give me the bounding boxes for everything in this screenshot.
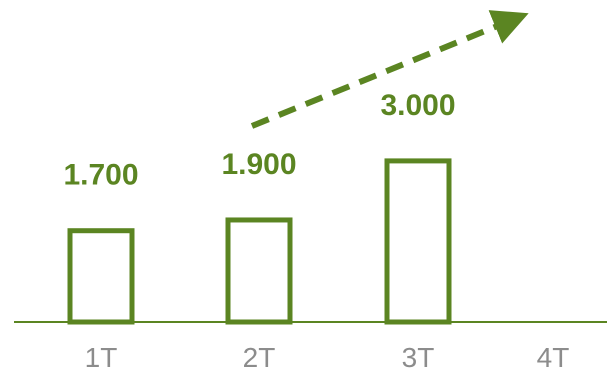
bar-1t: [67, 228, 135, 325]
x-tick-label-1t: 1T: [85, 342, 118, 372]
x-tick-label-2t: 2T: [243, 342, 276, 372]
data-label-1t: 1.700: [63, 159, 138, 192]
data-label-3t: 3.000: [380, 89, 455, 122]
bar-3t: [384, 158, 452, 325]
data-label-2t: 1.900: [221, 148, 296, 181]
trend-arrow: [250, 10, 529, 129]
x-tick-label-3t: 3T: [402, 342, 435, 372]
x-tick-label-4t: 4T: [537, 342, 570, 372]
bar-2t: [225, 217, 293, 325]
